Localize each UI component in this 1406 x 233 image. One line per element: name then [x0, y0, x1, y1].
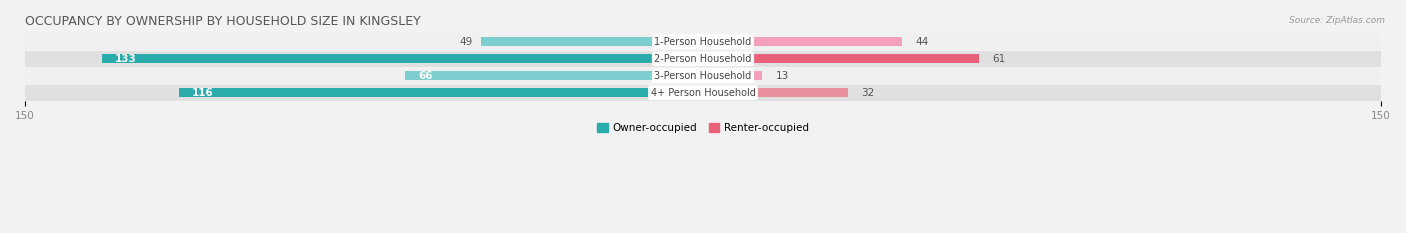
Text: 4+ Person Household: 4+ Person Household: [651, 88, 755, 98]
Bar: [481, 38, 703, 46]
Text: Source: ZipAtlas.com: Source: ZipAtlas.com: [1289, 16, 1385, 25]
Text: 1-Person Household: 1-Person Household: [654, 37, 752, 47]
Bar: [25, 51, 1381, 67]
Bar: [405, 71, 703, 80]
Text: 13: 13: [775, 71, 789, 81]
Text: 3-Person Household: 3-Person Household: [654, 71, 752, 81]
Bar: [703, 38, 901, 46]
Bar: [101, 54, 703, 63]
Bar: [25, 68, 1381, 84]
Bar: [703, 54, 979, 63]
Text: 44: 44: [915, 37, 929, 47]
Bar: [25, 85, 1381, 101]
Bar: [703, 71, 762, 80]
Text: OCCUPANCY BY OWNERSHIP BY HOUSEHOLD SIZE IN KINGSLEY: OCCUPANCY BY OWNERSHIP BY HOUSEHOLD SIZE…: [25, 15, 420, 28]
Text: 61: 61: [993, 54, 1005, 64]
Bar: [179, 88, 703, 97]
Text: 32: 32: [862, 88, 875, 98]
Text: 2-Person Household: 2-Person Household: [654, 54, 752, 64]
Bar: [25, 34, 1381, 50]
Text: 116: 116: [193, 88, 214, 98]
Text: 133: 133: [115, 54, 136, 64]
Text: 66: 66: [418, 71, 433, 81]
Bar: [703, 88, 848, 97]
Text: 49: 49: [460, 37, 472, 47]
Legend: Owner-occupied, Renter-occupied: Owner-occupied, Renter-occupied: [598, 123, 808, 133]
